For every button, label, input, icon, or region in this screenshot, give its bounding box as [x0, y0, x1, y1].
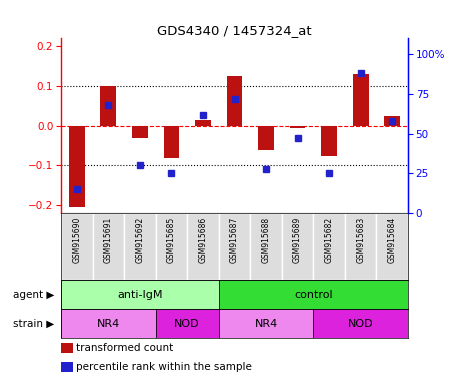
Bar — [156, 213, 187, 280]
Bar — [195, 120, 211, 126]
Bar — [219, 213, 250, 280]
Bar — [353, 74, 369, 126]
Bar — [313, 309, 408, 338]
Text: GSM915685: GSM915685 — [167, 217, 176, 263]
Text: GSM915688: GSM915688 — [262, 217, 271, 263]
Bar — [61, 309, 156, 338]
Text: NOD: NOD — [348, 318, 373, 329]
Text: GSM915687: GSM915687 — [230, 217, 239, 263]
Bar — [385, 116, 400, 126]
Bar — [61, 213, 92, 280]
Text: NR4: NR4 — [254, 318, 278, 329]
Text: control: control — [294, 290, 333, 300]
Text: GSM915690: GSM915690 — [72, 217, 81, 263]
Bar — [290, 126, 305, 128]
Text: NOD: NOD — [174, 318, 200, 329]
Bar — [227, 76, 242, 126]
Bar — [313, 213, 345, 280]
Text: GSM915691: GSM915691 — [104, 217, 113, 263]
Bar — [321, 126, 337, 156]
Text: agent ▶: agent ▶ — [13, 290, 54, 300]
Text: strain ▶: strain ▶ — [13, 318, 54, 329]
Text: anti-IgM: anti-IgM — [117, 290, 163, 300]
Text: GSM915682: GSM915682 — [325, 217, 333, 263]
Text: percentile rank within the sample: percentile rank within the sample — [76, 362, 252, 372]
Text: GSM915684: GSM915684 — [388, 217, 397, 263]
Title: GDS4340 / 1457324_at: GDS4340 / 1457324_at — [157, 24, 312, 37]
Bar — [100, 86, 116, 126]
Bar — [164, 126, 179, 157]
Bar — [124, 213, 156, 280]
Text: GSM915689: GSM915689 — [293, 217, 302, 263]
Bar — [258, 126, 274, 150]
Bar — [156, 309, 219, 338]
Text: GSM915683: GSM915683 — [356, 217, 365, 263]
Text: NR4: NR4 — [97, 318, 120, 329]
Bar — [92, 213, 124, 280]
Bar — [132, 126, 148, 138]
Bar — [61, 280, 219, 309]
Text: transformed count: transformed count — [76, 343, 173, 353]
Text: GSM915686: GSM915686 — [198, 217, 207, 263]
Bar — [187, 213, 219, 280]
Bar — [282, 213, 313, 280]
Bar — [69, 126, 84, 207]
Bar — [219, 309, 313, 338]
Bar — [250, 213, 282, 280]
Bar — [345, 213, 377, 280]
Bar — [219, 280, 408, 309]
Bar — [377, 213, 408, 280]
Text: GSM915692: GSM915692 — [136, 217, 144, 263]
